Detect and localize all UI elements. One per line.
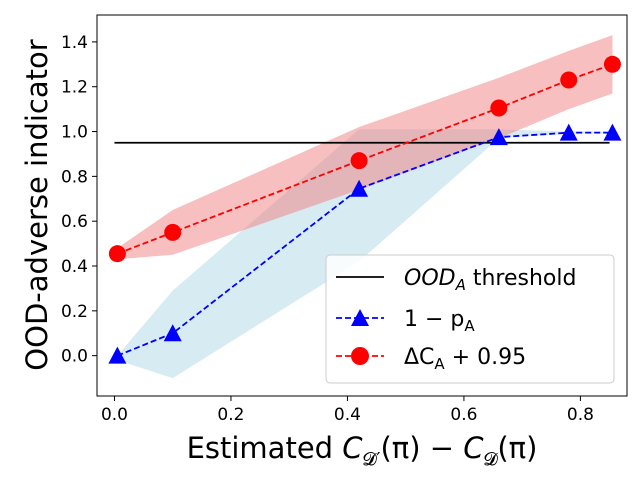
point-deltaC	[164, 223, 182, 241]
point-deltaC	[350, 152, 368, 170]
y-tick-label: 0.8	[61, 167, 88, 187]
x-tick-label: 0.4	[334, 405, 361, 425]
legend-pA-swatch-marker	[351, 309, 369, 326]
legend-label-pA: 1 − pA	[404, 307, 475, 335]
point-pA	[163, 324, 182, 342]
point-deltaC	[603, 55, 621, 73]
band-pA	[117, 129, 613, 379]
point-pA	[108, 346, 127, 364]
x-tick-label: 0.2	[217, 405, 244, 425]
point-deltaC	[560, 71, 578, 89]
point-pA	[489, 128, 508, 146]
y-axis-ticks: 0.0 0.2 0.4 0.6 0.8 1.0 1.2 1.4	[61, 33, 97, 367]
band-deltaC	[117, 35, 613, 260]
y-tick-label: 1.2	[61, 78, 88, 98]
x-axis-ticks: 0.0 0.2 0.4 0.6 0.8	[101, 396, 594, 425]
point-pA	[559, 123, 578, 141]
point-pA	[350, 179, 369, 197]
y-tick-label: 1.4	[61, 33, 88, 53]
plot-frame	[96, 14, 628, 397]
legend-box	[325, 254, 615, 384]
legend-label-threshold: OODA threshold	[404, 266, 576, 294]
series-markers	[108, 55, 622, 364]
y-axis-label: OOD-adverse indicator	[20, 39, 54, 370]
y-tick-label: 0.4	[61, 257, 88, 277]
legend-label-deltaC: ΔCA + 0.95	[404, 345, 526, 373]
series-line-pA	[117, 131, 613, 357]
legend: OODA threshold 1 − pA ΔCA + 0.95	[325, 254, 615, 384]
point-pA	[603, 123, 622, 141]
x-tick-label: 0.0	[101, 405, 128, 425]
y-tick-label: 0.6	[61, 212, 88, 232]
x-tick-label: 0.6	[450, 405, 477, 425]
legend-deltaC-swatch-marker	[351, 347, 369, 365]
x-tick-label: 0.8	[567, 405, 594, 425]
y-tick-label: 0.0	[61, 347, 88, 367]
point-deltaC	[108, 245, 126, 263]
x-axis-label: Estimated C𝓓′(π) − C𝓓(π)	[187, 431, 538, 470]
y-tick-label: 1.0	[61, 123, 88, 143]
y-tick-label: 0.2	[61, 302, 88, 322]
confidence-bands	[117, 35, 613, 379]
point-deltaC	[490, 99, 508, 117]
